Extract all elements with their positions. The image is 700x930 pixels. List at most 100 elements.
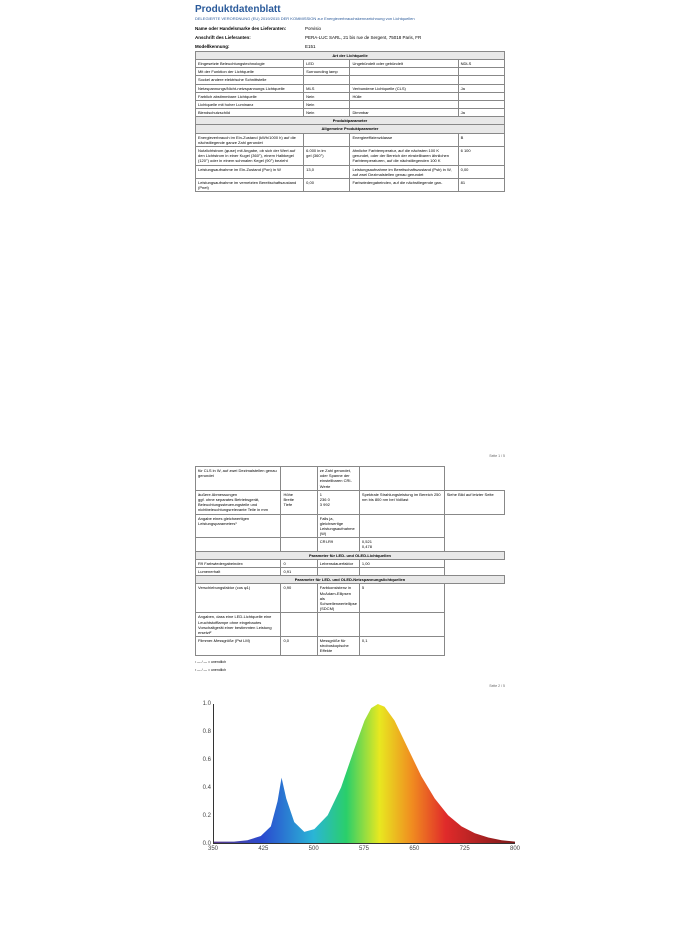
cell	[281, 538, 317, 551]
cell	[350, 76, 458, 84]
cell: 5	[359, 584, 444, 613]
ytick: 0.4	[203, 785, 211, 791]
cell: Farbkonsistenz in McAdam-Ellipsen als Sc…	[317, 584, 359, 613]
cell: Ja	[458, 84, 504, 92]
cell: für CLS in W, auf zwei Dezimalstellen ge…	[196, 467, 281, 491]
cell: Ja	[458, 109, 504, 117]
cell	[317, 568, 359, 576]
xtick: 650	[409, 846, 419, 852]
cell	[359, 514, 444, 538]
cell: Dimmbar	[350, 109, 458, 117]
cell: Lichtquelle mit hoher Luminanz	[196, 100, 304, 108]
cell: Netzspannungs/Nicht-netzspannungs Lichtq…	[196, 84, 304, 92]
cell: Verschiebungsfaktor (cos φ1)	[196, 584, 281, 613]
cell: 0	[281, 559, 317, 567]
cell: Nein	[304, 109, 350, 117]
cell: Siehe Bild auf letzter Seite	[444, 490, 504, 514]
cell	[458, 100, 504, 108]
cell: NDLS	[458, 59, 504, 67]
cell: LED	[304, 59, 350, 67]
xtick: 725	[460, 846, 470, 852]
cell: Nutzlichtstrom (φuse) mit Angabe, ob sic…	[196, 147, 304, 166]
cell: Angabe eines gleichwertigen Leistungspar…	[196, 514, 281, 538]
cell: 6 100	[458, 147, 504, 166]
cell	[458, 76, 504, 84]
footnote1: ¹ — / — = unendlich	[195, 660, 505, 664]
cell: 13,0	[304, 165, 350, 178]
spec-table: Art der Lichtquelle Eingesetzte Beleucht…	[195, 51, 505, 193]
cell: CRI-R9	[317, 538, 359, 551]
sect1: Produktparameter	[196, 117, 505, 125]
ytick: 0.6	[203, 757, 211, 763]
cell	[359, 467, 444, 491]
cell: MLS	[304, 84, 350, 92]
cell	[350, 68, 458, 76]
cell: Angaben, dass eine LED-Lichtquelle eine …	[196, 613, 281, 637]
cell: 0,00	[304, 178, 350, 191]
cell: Leistungsaufnahme im Bereitschaftszustan…	[350, 165, 458, 178]
cell: 0,0	[281, 637, 317, 656]
cell: Nein	[304, 100, 350, 108]
cell: Verbundene Lichtquelle (CLS)	[350, 84, 458, 92]
cell: 1,00	[359, 559, 444, 567]
cell	[359, 568, 444, 576]
cell: Spektrale Strahlungsleistung im Bereich …	[359, 490, 444, 514]
cell: Ungebündelt oder gebündelt	[350, 59, 458, 67]
xtick: 350	[208, 846, 218, 852]
cell: Farblich abstimmbare Lichtquelle	[196, 92, 304, 100]
cell: Sockel andere elektrische Schnittstelle	[196, 76, 304, 84]
cell: R9 Farbwiedergabeindex	[196, 559, 281, 567]
cell	[304, 76, 350, 84]
cell: Nein	[304, 92, 350, 100]
cell: Eingesetzte Beleuchtungstechnologie	[196, 59, 304, 67]
cell: Lumenerhalt	[196, 568, 281, 576]
sect2: Allgemeine Produktparameter	[196, 125, 505, 133]
spec-table-2: für CLS in W, auf zwei Dezimalstellen ge…	[195, 466, 505, 656]
cell: 81	[458, 178, 504, 191]
cell	[196, 538, 281, 551]
cell: Messgröße für stroboskopische Effekte	[317, 637, 359, 656]
cell: Energieverbrauch im Ein-Zustand (kWh/100…	[196, 133, 304, 146]
cell: Mit der Funktion der Lichtquelle	[196, 68, 304, 76]
xtick: 500	[309, 846, 319, 852]
cell: 0,1	[359, 637, 444, 656]
cell: Flimmer-Messgröße (Pst LM)	[196, 637, 281, 656]
cell: Hülle	[350, 92, 458, 100]
footnote2: ² — / — = unendlich	[195, 668, 505, 672]
cell: Farbwiedergabeindex, auf die nächstliege…	[350, 178, 458, 191]
cell: Surrounding lamp	[304, 68, 350, 76]
xtick: 425	[258, 846, 268, 852]
cell: 0,5210,478	[359, 538, 444, 551]
cell: Leistungsaufnahme im vernetzten Bereitsc…	[196, 178, 304, 191]
ytick: 0.8	[203, 729, 211, 735]
supplier-label: Name oder Handelsmarke des Lieferanten:	[195, 26, 305, 31]
cell: 0,00	[458, 165, 504, 178]
page-num: Seite 2 / 5	[489, 684, 505, 688]
title: Produktdatenblatt	[195, 4, 505, 15]
ytick: 1.0	[203, 701, 211, 707]
cell: B	[458, 133, 504, 146]
sect3: Parameter für LED- und OLED-Lichtquellen	[196, 551, 505, 559]
cell	[304, 133, 350, 146]
cell: 0,90	[281, 584, 317, 613]
cell: 6.000 in lmgel (360°)	[304, 147, 350, 166]
cell	[281, 467, 317, 491]
model: E151	[305, 44, 316, 49]
sect0: Art der Lichtquelle	[196, 51, 505, 59]
cell: Blendschutzschild	[196, 109, 304, 117]
xtick: 575	[359, 846, 369, 852]
spectral-chart: 0.00.20.40.60.81.0 350425500575650725800	[195, 704, 515, 864]
cell: äußere Abmessungenggf. ohne separates Be…	[196, 490, 281, 514]
ytick: 0.2	[203, 813, 211, 819]
spectral-curve	[214, 704, 515, 843]
supplier: Porvisio	[305, 26, 321, 31]
cell: HöheBreiteTiefe	[281, 490, 317, 514]
page-num: Seite 1 / 5	[489, 454, 505, 458]
cell	[458, 92, 504, 100]
cell: ze Zahl gerundet, oder Spanne der einste…	[317, 467, 359, 491]
cell: Lebensdauerfaktor	[317, 559, 359, 567]
subtitle: DELEGIERTE VERORDNUNG (EU) 2019/2015 DER…	[195, 17, 505, 22]
sect4: Parameter für LED- und OLED-Netzspannung…	[196, 576, 505, 584]
cell: Falls ja, gleichwertige Leistungsaufnahm…	[317, 514, 359, 538]
cell: Leistungsaufnahme im Ein-Zustand (Pon) i…	[196, 165, 304, 178]
